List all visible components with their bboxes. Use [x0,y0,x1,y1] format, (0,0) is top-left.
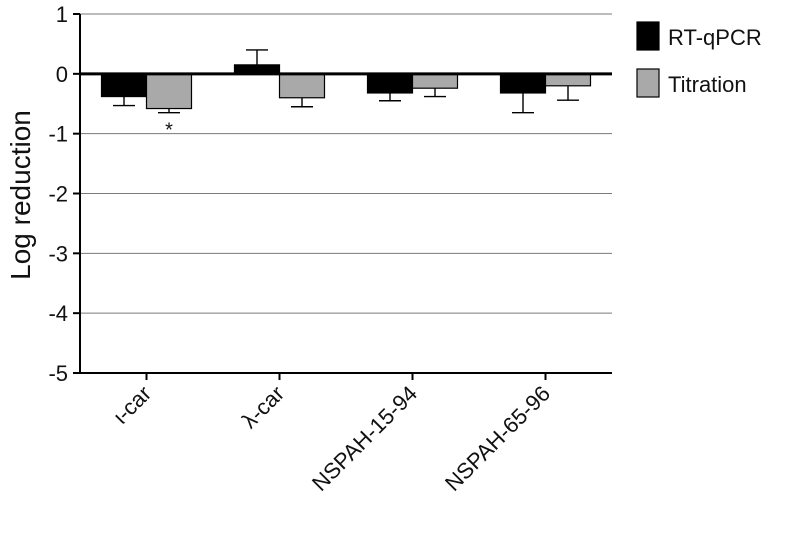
significance-annotation: * [165,120,173,142]
bars [100,49,592,114]
y-axis-title: Log reduction [5,110,36,280]
x-tick-label: ι-car [108,381,156,429]
x-tick-label: λ-car [237,381,289,433]
legend-label-rt-qpcr: RT-qPCR [668,25,762,50]
x-tick-label: NSPAH-65-96 [440,381,555,496]
x-tick-label: NSPAH-15-94 [307,381,422,496]
bar-titration [544,73,592,87]
legend-swatch-titration [636,68,660,98]
bar-titration [145,73,193,110]
gridlines [80,13,612,314]
y-tick-label: -3 [48,241,68,266]
y-tick-label: 0 [56,62,68,87]
bar-titration [278,73,326,99]
bar-rt-qpcr [100,73,148,98]
y-tick-label: -1 [48,122,68,147]
legend-label-titration: Titration [668,72,747,97]
legend-swatch-rt-qpcr [636,21,660,51]
bar-rt-qpcr [366,73,414,94]
bar-titration [411,73,459,89]
y-tick-label: -5 [48,361,68,386]
y-tick-label: -2 [48,182,68,207]
y-tick-label: 1 [56,2,68,27]
y-tick-label: -4 [48,301,68,326]
legend: RT-qPCR Titration [636,21,762,98]
axes [73,13,612,380]
bar-rt-qpcr [499,73,547,94]
